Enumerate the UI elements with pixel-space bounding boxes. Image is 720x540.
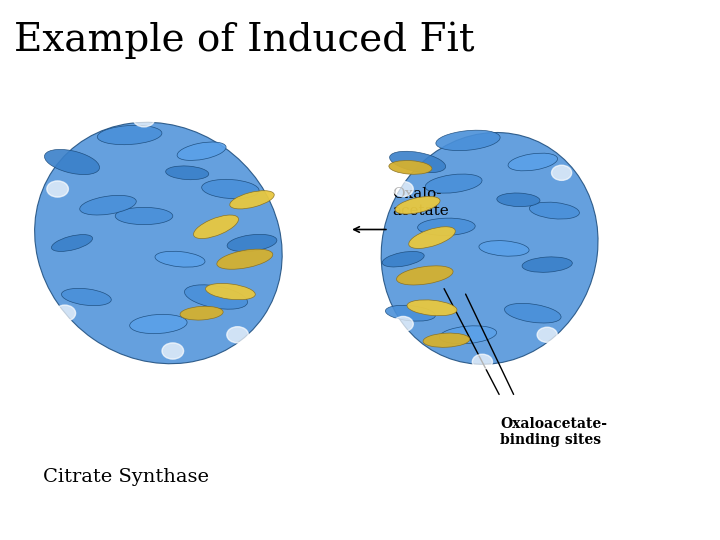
Ellipse shape	[390, 151, 446, 173]
Circle shape	[552, 165, 572, 180]
Ellipse shape	[407, 300, 457, 316]
Circle shape	[162, 343, 184, 359]
Ellipse shape	[479, 241, 529, 256]
Circle shape	[393, 316, 413, 332]
Circle shape	[472, 354, 492, 369]
Circle shape	[47, 181, 68, 197]
Ellipse shape	[395, 197, 440, 214]
Circle shape	[133, 111, 155, 127]
Ellipse shape	[426, 174, 482, 193]
Ellipse shape	[436, 130, 500, 151]
Ellipse shape	[115, 207, 173, 225]
Ellipse shape	[382, 252, 424, 267]
Ellipse shape	[439, 326, 497, 344]
Ellipse shape	[35, 122, 282, 364]
Circle shape	[537, 327, 557, 342]
Ellipse shape	[184, 285, 248, 309]
Ellipse shape	[217, 249, 273, 269]
Ellipse shape	[418, 218, 475, 235]
Ellipse shape	[166, 166, 209, 180]
Ellipse shape	[205, 284, 256, 300]
Circle shape	[54, 305, 76, 321]
Ellipse shape	[529, 202, 580, 219]
Circle shape	[465, 111, 485, 126]
Ellipse shape	[522, 257, 572, 272]
Ellipse shape	[130, 314, 187, 334]
Ellipse shape	[230, 191, 274, 209]
Ellipse shape	[51, 234, 93, 252]
Ellipse shape	[381, 132, 598, 364]
Ellipse shape	[45, 150, 99, 174]
Circle shape	[393, 181, 413, 197]
Ellipse shape	[177, 142, 226, 160]
Ellipse shape	[80, 195, 136, 215]
Ellipse shape	[505, 303, 561, 323]
Circle shape	[248, 154, 270, 170]
Ellipse shape	[389, 160, 432, 174]
Ellipse shape	[227, 234, 277, 252]
Circle shape	[227, 327, 248, 343]
Text: Oxaloacetate-
binding sites: Oxaloacetate- binding sites	[500, 417, 608, 447]
Ellipse shape	[423, 333, 469, 347]
Text: Example of Induced Fit: Example of Induced Fit	[14, 22, 475, 59]
Ellipse shape	[61, 288, 112, 306]
Ellipse shape	[194, 215, 238, 239]
Ellipse shape	[508, 153, 557, 171]
Ellipse shape	[385, 305, 436, 321]
Text: Citrate Synthase: Citrate Synthase	[43, 468, 209, 486]
Ellipse shape	[155, 251, 205, 267]
Ellipse shape	[202, 179, 259, 199]
Ellipse shape	[397, 266, 453, 285]
Ellipse shape	[409, 227, 455, 248]
Ellipse shape	[180, 306, 223, 320]
Text: Oxalo-
acetate: Oxalo- acetate	[392, 187, 449, 218]
Ellipse shape	[497, 193, 540, 207]
Ellipse shape	[97, 125, 162, 145]
